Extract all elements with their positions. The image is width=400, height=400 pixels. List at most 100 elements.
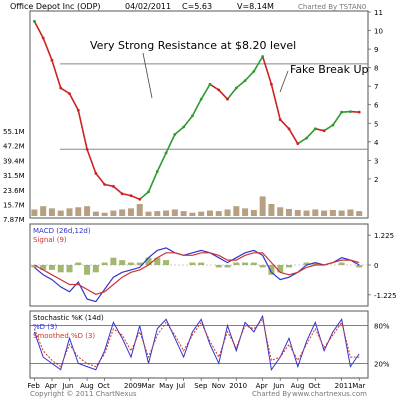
price-point: [182, 125, 186, 129]
price-tick-label: 9: [374, 46, 378, 54]
x-tick-label: Jun: [62, 382, 74, 390]
volume-tick-label: 23.6M: [3, 187, 25, 195]
x-tick-label: Apr: [45, 382, 57, 390]
price-segment: [165, 134, 176, 154]
volume-bar: [294, 210, 301, 216]
volume-bar: [48, 208, 55, 216]
volume-bar: [242, 208, 249, 216]
price-point: [331, 123, 335, 127]
volume-bar: [233, 206, 240, 216]
volume-bar: [171, 209, 178, 216]
volume-tick-label: 47.2M: [3, 143, 25, 151]
price-segment: [350, 110, 360, 113]
chart-title: Office Depot Inc (ODP): [10, 2, 101, 11]
x-tick-label: Mar: [142, 382, 155, 390]
price-tick-label: 5: [374, 120, 378, 128]
volume-bar: [154, 211, 161, 216]
volume-bar: [66, 208, 73, 216]
x-axis: Feb Apr Jun Aug Oct 2009 Mar May Jul Sep Nov 2010 Ap…: [27, 378, 366, 390]
price-segment: [332, 111, 343, 126]
price-point: [243, 79, 247, 83]
price-panel: [29, 10, 369, 219]
price-point: [278, 118, 282, 121]
x-tick-label: 2011: [335, 382, 353, 390]
volume-bar: [347, 209, 354, 216]
macd-histogram-bar: [233, 262, 240, 265]
price-point: [32, 19, 36, 23]
price-point: [129, 194, 133, 198]
x-tick-label: Aug: [80, 382, 94, 390]
price-segment: [279, 119, 290, 130]
price-point: [261, 55, 265, 58]
volume-bar: [145, 211, 152, 216]
price-point: [103, 183, 107, 186]
price-point: [68, 92, 71, 95]
volume-bar: [356, 211, 363, 216]
stochastic-tick-label: 80%: [374, 323, 390, 331]
volume-bar: [57, 210, 64, 216]
macd-histogram-bar: [250, 262, 257, 265]
macd-tick-label: 0: [374, 262, 378, 270]
price-segment: [261, 56, 273, 85]
price-segment: [253, 56, 264, 72]
price-segment: [51, 59, 62, 89]
price-point: [112, 184, 115, 188]
price-point: [147, 190, 150, 194]
price-point: [287, 127, 291, 131]
volume-bar: [136, 204, 143, 216]
macd-histogram-bar: [57, 265, 64, 273]
macd-histogram-bar: [66, 265, 73, 273]
price-point: [322, 129, 326, 133]
volume-bar: [338, 210, 345, 216]
price-segment: [341, 110, 351, 113]
volume-bar: [321, 210, 328, 216]
footer-charted-by: Charted By: [252, 390, 291, 398]
macd-histogram-bar: [285, 265, 292, 268]
macd-histogram-bar: [48, 265, 55, 270]
volume-bar: [206, 210, 213, 216]
price-point: [41, 36, 45, 40]
price-segment: [95, 172, 106, 185]
price-point: [138, 197, 142, 201]
price-point: [226, 97, 229, 101]
macd-histogram-bar: [119, 260, 126, 265]
price-point: [340, 110, 344, 114]
macd-histogram-bar: [154, 257, 161, 265]
copyright-text: Copyright © 2011 ChartNexus: [30, 390, 137, 398]
price-series: [32, 19, 361, 201]
price-segment: [33, 20, 44, 39]
signal-legend: Signal (9): [33, 236, 67, 244]
price-segment: [305, 128, 316, 139]
volume-bar: [285, 208, 292, 216]
volume-bar: [277, 207, 284, 216]
macd-histogram-bar: [84, 265, 91, 275]
price-point: [199, 97, 203, 101]
x-tick-label: May: [159, 382, 173, 390]
chart-date: 04/02/2011: [125, 2, 171, 11]
price-segment: [60, 87, 70, 95]
price-segment: [288, 128, 299, 145]
macd-line: [34, 247, 360, 303]
macd-histogram-bar: [224, 265, 231, 268]
macd-legend: MACD (26d,12d): [33, 227, 91, 235]
macd-histogram-bar: [31, 265, 38, 268]
price-point: [208, 82, 212, 86]
x-tick-label: Aug: [291, 382, 305, 390]
x-tick-label: Jul: [176, 382, 186, 390]
macd-tick-label: -1.225: [374, 292, 397, 300]
volume-tick-label: 7.87M: [3, 216, 25, 224]
price-segment: [191, 98, 202, 117]
volume-bar: [31, 209, 38, 216]
price-tick-label: 10: [374, 28, 383, 36]
price-point: [76, 108, 80, 112]
macd-histogram-bar: [268, 265, 275, 275]
volume-bar: [110, 210, 117, 216]
price-segment: [183, 115, 194, 128]
price-segment: [270, 84, 281, 120]
volume-bar: [312, 209, 319, 216]
volume-bar: [119, 209, 126, 216]
price-tick-label: 7: [374, 83, 378, 91]
price-segment: [218, 89, 229, 100]
price-segment: [42, 37, 53, 61]
